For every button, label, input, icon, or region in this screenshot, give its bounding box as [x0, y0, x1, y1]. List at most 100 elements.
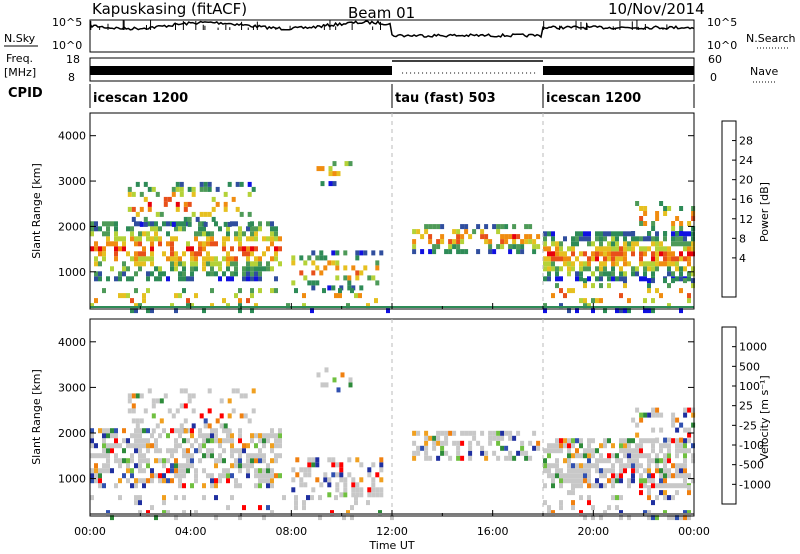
echo-cell	[142, 453, 146, 459]
echo-cell	[460, 440, 465, 446]
echo-cell	[563, 293, 567, 299]
echo-cell	[607, 276, 611, 282]
colorbar-tick-label: 24	[739, 154, 753, 167]
echo-cell	[424, 440, 429, 446]
echo-cell	[274, 453, 278, 459]
echo-cell	[190, 443, 194, 449]
echo-cell	[464, 430, 469, 436]
echo-cell	[183, 403, 188, 409]
echo-cell	[130, 433, 134, 439]
echo-cell	[118, 236, 122, 242]
echo-cell	[230, 271, 234, 277]
echo-cell	[440, 224, 445, 230]
echo-cell	[270, 241, 274, 247]
echo-cell	[179, 191, 184, 197]
echo-cell	[106, 433, 110, 439]
echo-cell	[302, 303, 306, 309]
echo-cell	[214, 515, 218, 521]
echo-cell	[591, 453, 595, 459]
echo-cell	[238, 303, 242, 309]
echo-cell	[595, 231, 599, 237]
echo-cell	[591, 438, 595, 444]
echo-cell	[687, 448, 691, 454]
echo-cell	[528, 224, 533, 230]
echo-cell	[679, 241, 683, 247]
echo-cell	[190, 453, 194, 459]
echo-cell	[675, 443, 679, 449]
echo-cell	[679, 448, 683, 454]
echo-cell	[102, 453, 106, 459]
echo-cell	[90, 303, 94, 309]
echo-cell	[579, 251, 583, 257]
echo-cell	[555, 266, 559, 272]
echo-cell	[655, 241, 659, 247]
echo-cell	[210, 256, 214, 262]
echo-cell	[162, 458, 166, 464]
echo-cell	[379, 477, 384, 483]
echo-cell	[214, 428, 218, 434]
echo-cell	[667, 458, 671, 464]
echo-cell	[587, 453, 591, 459]
echo-cell	[643, 412, 648, 418]
echo-cell	[274, 226, 278, 232]
echo-cell	[158, 241, 162, 247]
echo-cell	[547, 246, 551, 252]
echo-cell	[102, 483, 106, 489]
echo-cell	[234, 463, 238, 469]
echo-cell	[547, 276, 551, 282]
echo-cell	[254, 443, 258, 449]
echo-cell	[675, 490, 679, 496]
echo-cell	[567, 271, 571, 277]
echo-cell	[114, 241, 118, 247]
echo-cell	[307, 462, 312, 468]
echo-cell	[623, 251, 627, 257]
echo-cell	[223, 206, 228, 212]
echo-cell	[106, 221, 110, 227]
echo-cell	[663, 437, 668, 443]
echo-cell	[335, 462, 340, 468]
echo-cell	[266, 468, 270, 474]
echo-cell	[611, 495, 615, 501]
echo-cell	[611, 443, 615, 449]
echo-cell	[138, 231, 142, 237]
echo-cell	[186, 458, 190, 464]
echo-cell	[452, 430, 457, 436]
echo-cell	[114, 276, 118, 282]
echo-cell	[615, 308, 619, 314]
echo-cell	[655, 407, 660, 413]
y-tick-label: 2000	[58, 220, 86, 233]
echo-cell	[671, 251, 675, 257]
echo-cell	[639, 261, 643, 267]
power-colorbar-label: Power [dB]	[758, 182, 771, 242]
echo-cell	[647, 283, 651, 289]
echo-cell	[238, 428, 242, 434]
echo-cell	[448, 455, 453, 461]
echo-cell	[198, 246, 202, 252]
echo-cell	[218, 438, 222, 444]
echo-cell	[436, 455, 441, 461]
echo-cell	[476, 440, 481, 446]
echo-cell	[210, 271, 214, 277]
echo-cell	[182, 251, 186, 257]
echo-cell	[651, 266, 655, 272]
echo-cell	[683, 241, 687, 247]
echo-cell	[170, 246, 174, 252]
echo-cell	[468, 430, 473, 436]
echo-cell	[250, 231, 254, 237]
echo-cell	[651, 298, 655, 304]
echo-cell	[154, 266, 158, 272]
echo-cell	[651, 241, 655, 247]
echo-cell	[154, 458, 158, 464]
echo-cell	[147, 186, 152, 192]
echo-cell	[202, 468, 206, 474]
echo-cell	[687, 473, 691, 479]
echo-cell	[238, 433, 242, 439]
echo-cell	[420, 249, 425, 255]
echo-cell	[323, 472, 328, 478]
echo-cell	[543, 463, 547, 469]
echo-cell	[199, 413, 204, 419]
echo-cell	[174, 428, 178, 434]
echo-cell	[575, 276, 579, 282]
echo-cell	[138, 448, 142, 454]
echo-cell	[102, 468, 106, 474]
